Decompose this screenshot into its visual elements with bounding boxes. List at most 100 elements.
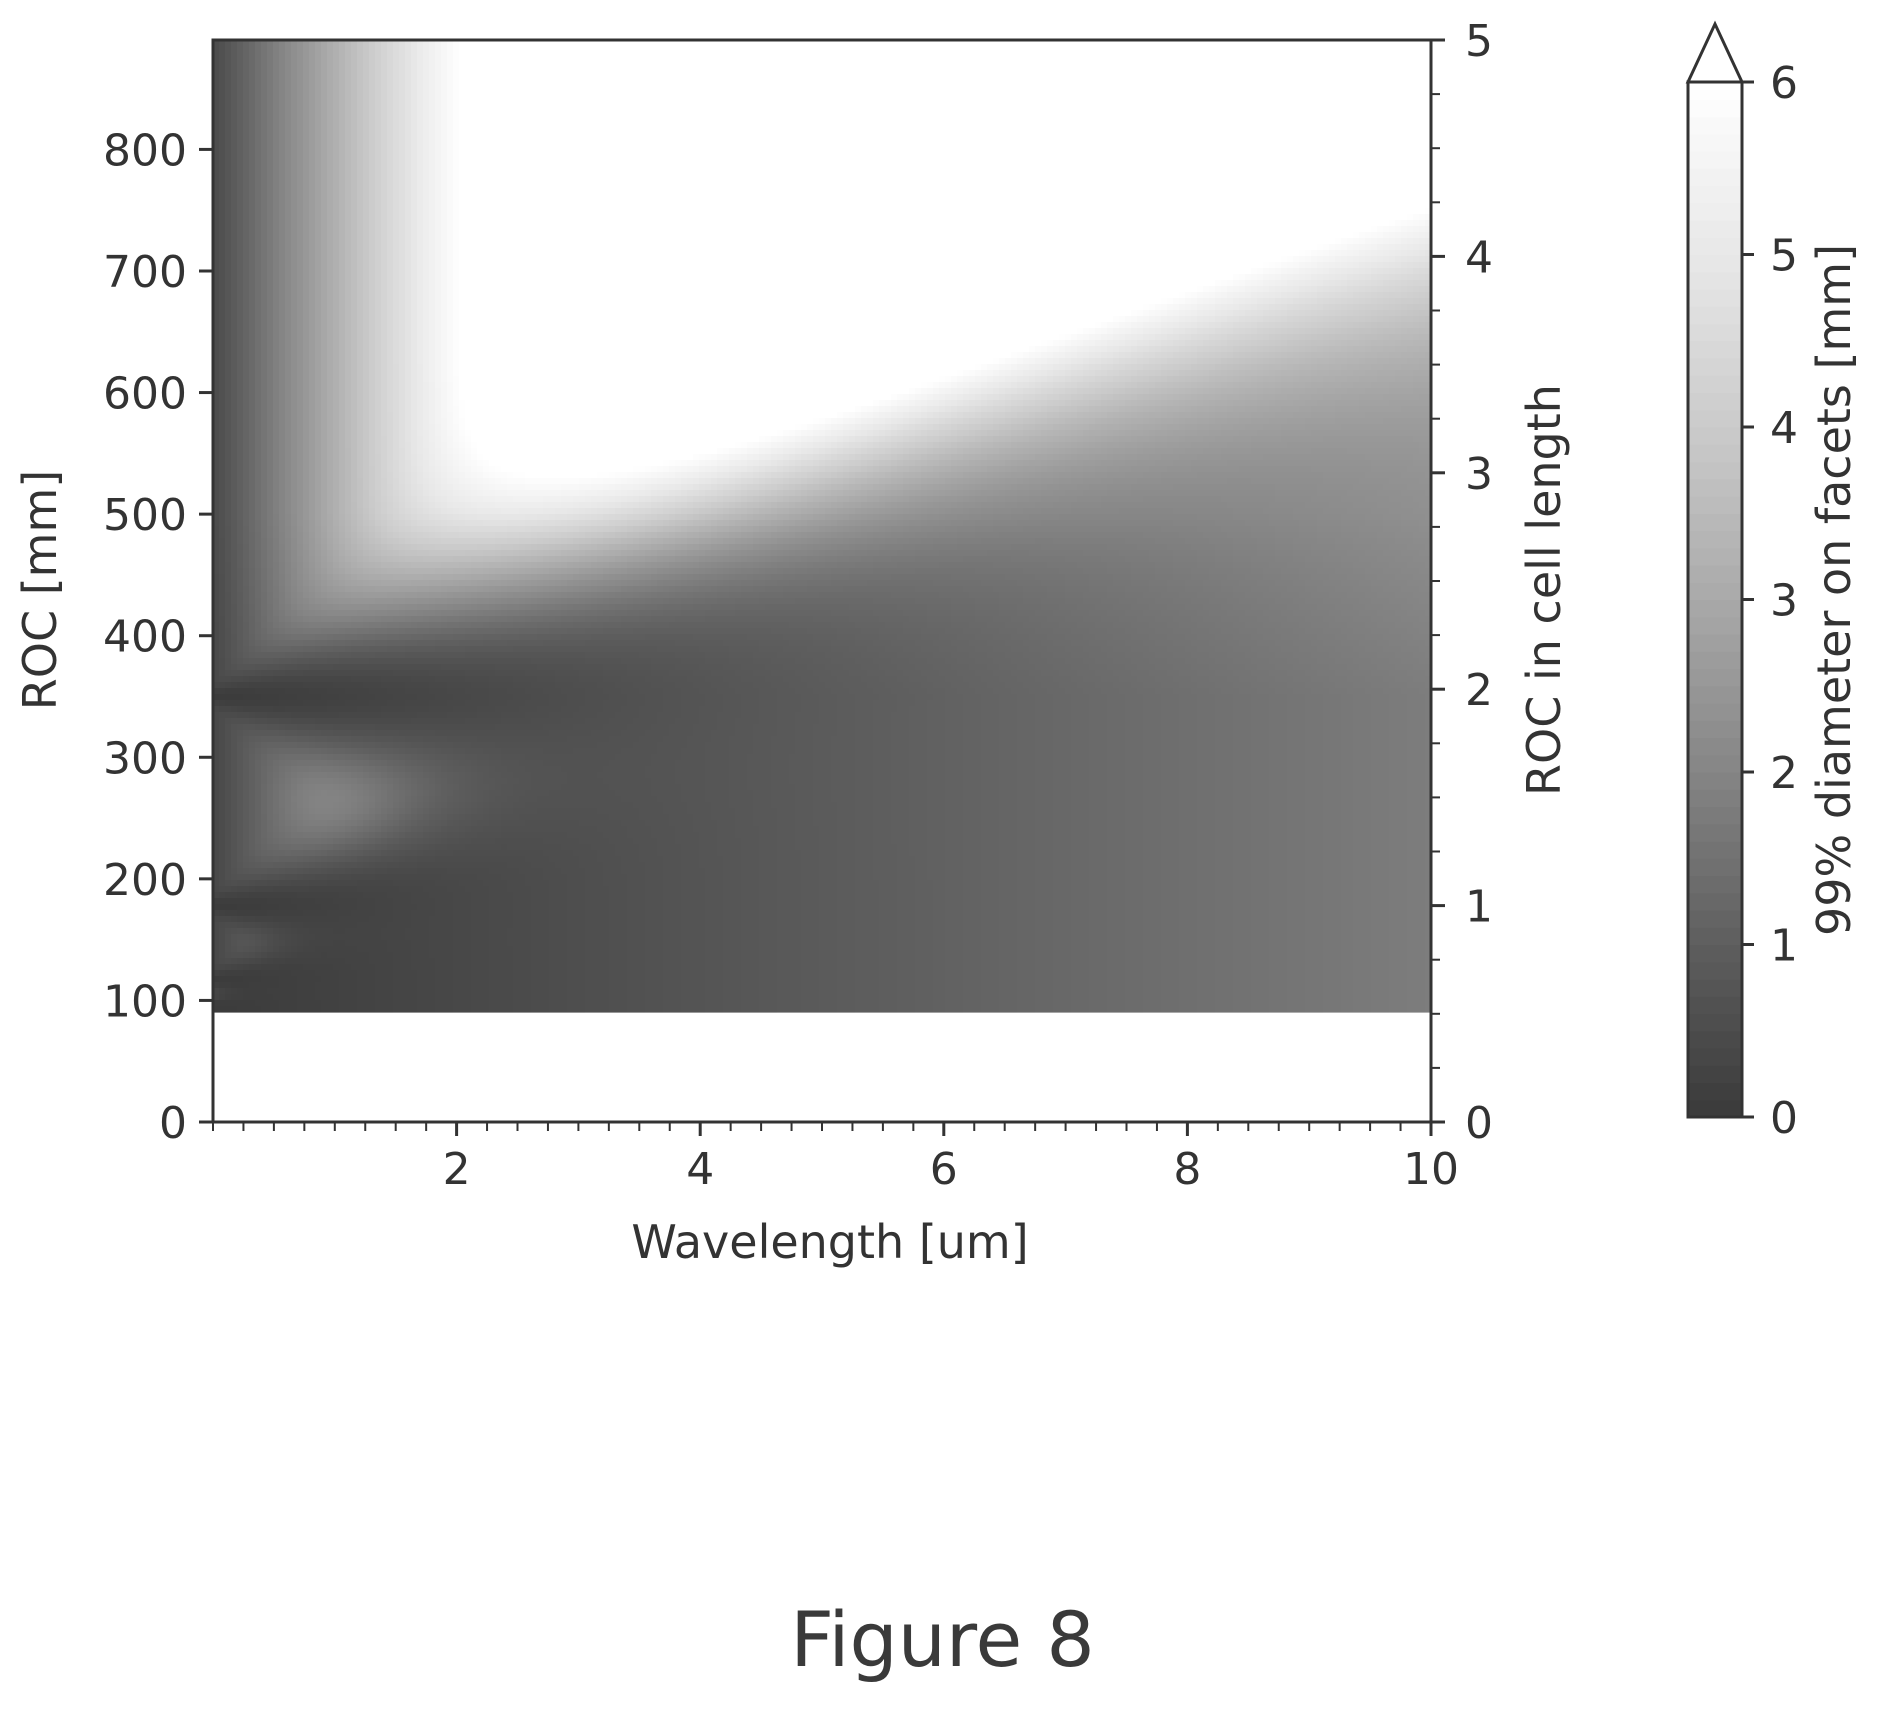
heatmap-cell xyxy=(387,142,393,149)
heatmap-cell xyxy=(279,370,285,377)
heatmap-cell xyxy=(1167,412,1173,419)
heatmap-cell xyxy=(345,94,351,101)
heatmap-cell xyxy=(1125,394,1131,401)
heatmap-cell xyxy=(351,232,357,239)
heatmap-cell xyxy=(345,412,351,419)
heatmap-cell xyxy=(411,76,417,83)
heatmap-cell xyxy=(1323,340,1329,347)
heatmap-cell xyxy=(333,166,339,173)
heatmap-cell xyxy=(387,76,393,83)
heatmap-cell xyxy=(393,316,399,323)
heatmap-cell xyxy=(435,250,441,257)
heatmap-cell xyxy=(1107,424,1119,431)
heatmap-cell xyxy=(411,196,417,203)
heatmap-cell xyxy=(309,58,315,65)
heatmap-cell xyxy=(231,262,237,269)
heatmap-cell xyxy=(399,442,405,449)
heatmap-cell xyxy=(855,412,861,419)
heatmap-cell xyxy=(291,400,297,407)
heatmap-cell xyxy=(231,268,237,275)
heatmap-cell xyxy=(1419,298,1425,305)
heatmap-cell xyxy=(339,304,345,311)
heatmap-cell xyxy=(345,142,351,149)
heatmap-cell xyxy=(321,376,327,383)
heatmap-cell xyxy=(327,94,333,101)
heatmap-cell xyxy=(267,214,273,221)
heatmap-cell xyxy=(1179,370,1185,377)
heatmap-cell xyxy=(429,88,435,95)
heatmap-cell xyxy=(459,412,465,419)
heatmap-cell xyxy=(1413,280,1425,287)
heatmap-cell xyxy=(345,106,351,113)
heatmap-cell xyxy=(957,442,963,449)
heatmap-cell xyxy=(231,220,237,227)
heatmap-cell xyxy=(1167,436,1179,443)
heatmap-cell xyxy=(273,418,279,425)
heatmap-cell xyxy=(369,136,375,143)
heatmap-cell xyxy=(1131,424,1137,431)
heatmap-cell xyxy=(1221,358,1227,365)
heatmap-cell xyxy=(1173,382,1179,389)
heatmap-cell xyxy=(1023,358,1029,365)
heatmap-cell xyxy=(921,418,927,425)
heatmap-cell xyxy=(1215,412,1227,419)
heatmap-cell xyxy=(1383,244,1389,251)
heatmap-cell xyxy=(255,154,261,161)
heatmap-cell xyxy=(1311,394,1323,401)
heatmap-cell xyxy=(297,184,303,191)
heatmap-cell xyxy=(309,172,315,179)
heatmap-cell xyxy=(321,442,327,449)
heatmap-cell xyxy=(351,226,357,233)
heatmap-cell xyxy=(1191,376,1197,383)
heatmap-cell xyxy=(399,364,405,371)
heatmap-cell xyxy=(1029,394,1035,401)
heatmap-cell xyxy=(981,376,987,383)
heatmap-cell xyxy=(1209,286,1215,293)
heatmap-cell xyxy=(393,178,399,185)
heatmap-cell xyxy=(1221,280,1227,287)
heatmap-cell xyxy=(1359,376,1377,383)
heatmap-cell xyxy=(987,430,993,437)
heatmap-cell xyxy=(1293,322,1299,329)
heatmap-cell xyxy=(303,166,309,173)
heatmap-cell xyxy=(219,58,225,65)
heatmap-cell xyxy=(225,214,231,221)
heatmap-cell xyxy=(231,214,237,221)
heatmap-cell xyxy=(1305,346,1311,353)
heatmap-cell xyxy=(1335,352,1347,359)
heatmap-cell xyxy=(411,214,417,221)
heatmap-cell xyxy=(393,250,399,257)
heatmap-cell xyxy=(987,382,993,389)
heatmap-cell xyxy=(423,286,429,293)
heatmap-cell xyxy=(243,226,249,233)
heatmap-cell xyxy=(279,64,285,71)
heatmap-cell xyxy=(273,274,279,281)
heatmap-cell xyxy=(1365,280,1371,287)
heatmap-cell xyxy=(1401,238,1407,245)
heatmap-cell xyxy=(933,442,939,449)
heatmap-cell xyxy=(393,40,399,47)
heatmap-cell xyxy=(321,406,327,413)
heatmap-cell xyxy=(1323,436,1413,443)
heatmap-cell xyxy=(381,214,387,221)
heatmap-cell xyxy=(363,418,369,425)
heatmap-cell xyxy=(1383,238,1389,245)
heatmap-cell xyxy=(1011,442,1017,449)
heatmap-cell xyxy=(261,322,267,329)
heatmap-cell xyxy=(1059,436,1065,443)
heatmap-cell xyxy=(1119,334,1125,341)
heatmap-cell xyxy=(219,100,225,107)
heatmap-cell xyxy=(255,430,261,437)
heatmap-cell xyxy=(813,424,819,431)
heatmap-cell xyxy=(1245,334,1251,341)
heatmap-cell xyxy=(1305,424,1341,431)
heatmap-cell xyxy=(1353,310,1359,317)
heatmap-cell xyxy=(825,424,831,431)
heatmap-cell xyxy=(243,64,249,71)
heatmap-cell xyxy=(447,112,453,119)
heatmap-cell xyxy=(975,430,981,437)
heatmap-cell xyxy=(267,298,273,305)
heatmap-cell xyxy=(237,364,243,371)
heatmap-cell xyxy=(1299,370,1311,377)
heatmap-cell xyxy=(921,382,927,389)
